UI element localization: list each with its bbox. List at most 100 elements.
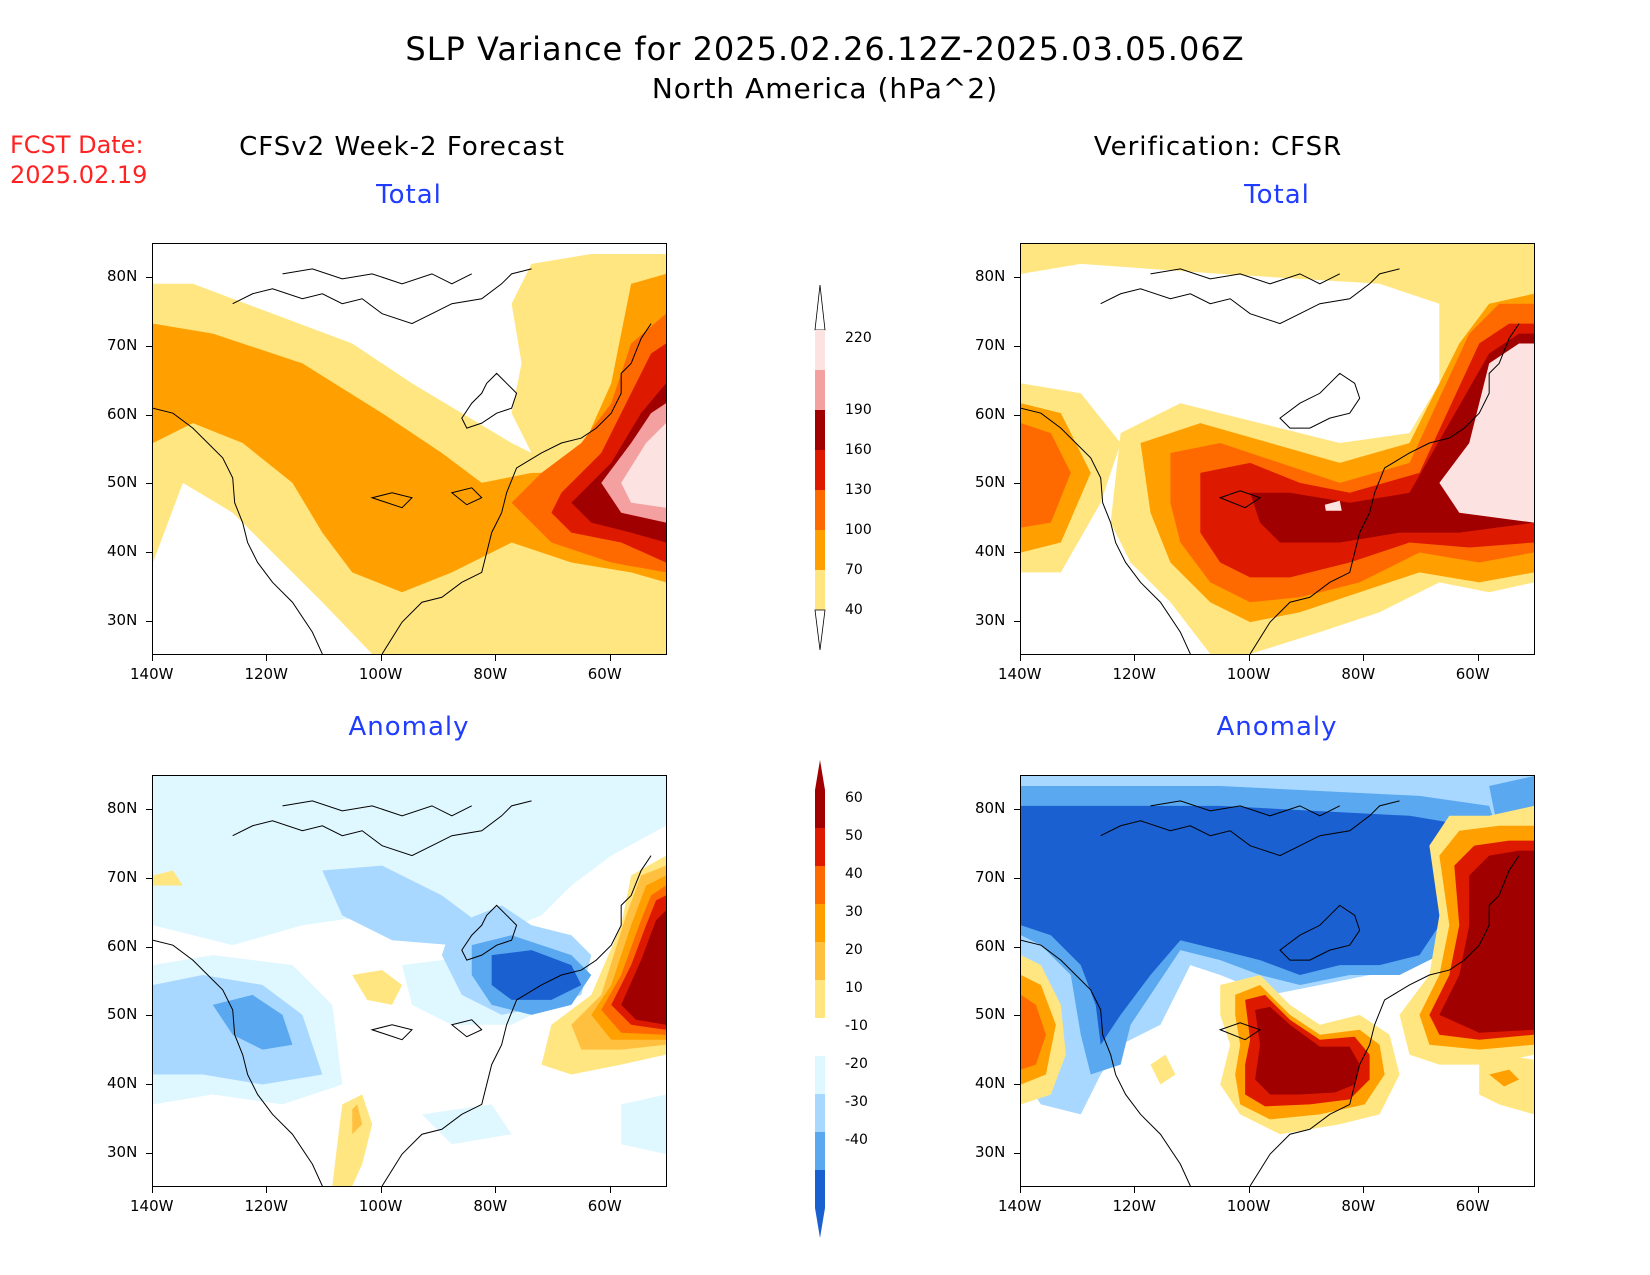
verification-total-lat-tick [1014,552,1020,553]
coastline [153,800,652,1186]
anomaly-shading [153,776,666,1186]
verification-total-lon-label: 60W [1455,665,1490,683]
anomaly-colorbar-label: -30 [845,1094,868,1110]
anomaly-colorbar-label: -20 [845,1056,868,1072]
total-colorbar-label: 220 [845,330,872,346]
forecast-anomaly-lon-tick [609,1187,611,1193]
forecast-anomaly-lon-label: 80W [473,1197,508,1215]
total-colorbar-segment [815,570,825,610]
anomaly-colorbar-label: 10 [845,980,863,996]
verification-total-map [1020,243,1535,655]
forecast-anomaly-lon-tick [495,1187,497,1193]
anomaly-colorbar-segment [815,904,825,942]
verification-total-lat-label: 80N [975,267,1006,286]
total-colorbar-label: 40 [845,602,863,618]
verification-total-lat-label: 70N [975,336,1006,354]
forecast-anomaly-lon-label: 60W [587,1197,622,1215]
forecast-total-lon-tick [266,655,268,661]
total-colorbar-segment [815,370,825,410]
forecast-anomaly-lat-label: 60N [107,936,138,955]
verification-anomaly-lon-label: 60W [1455,1197,1490,1215]
total-colorbar-segment [815,330,825,370]
forecast-anomaly-title: Anomaly [348,712,470,742]
total-colorbar-segment [815,530,825,570]
anomaly-colorbar-label: 50 [845,828,863,844]
verification-total-lon-tick [1363,655,1365,661]
forecast-column-title: CFSv2 Week-2 Forecast [239,132,565,162]
variance-shading [1021,244,1534,654]
verification-total-lat-tick [1014,483,1020,485]
forecast-total-lat-label: 50N [107,473,138,492]
forecast-total-lon-tick [380,655,382,661]
forecast-anomaly-lat-tick [146,809,152,811]
verification-column-title: Verification: CFSR [1093,132,1343,162]
forecast-total-lat-label: 30N [107,610,138,629]
forecast-total-lat-tick [146,346,152,347]
forecast-total-lat-tick [146,483,152,485]
total-colorbar-graphic [814,284,826,651]
verification-total-lat-label: 40N [975,542,1006,560]
verification-anomaly-map [1020,775,1535,1187]
verification-anomaly-lon-label: 140W [998,1197,1042,1215]
anomaly-colorbar-bottom-arrow [815,1208,825,1238]
verification-anomaly-lon-tick [1363,1187,1365,1193]
verification-anomaly-lat-tick [1014,878,1020,879]
total-colorbar-label: 70 [845,562,863,578]
anomaly-colorbar-label: 30 [845,904,863,920]
forecast-anomaly-lat-tick [146,1084,152,1085]
anomaly-colorbar-segment [815,828,825,866]
anomaly-colorbar-segment [815,790,825,828]
total-colorbar-segment [815,410,825,450]
verification-total-lon-label: 140W [998,665,1042,683]
verification-anomaly-lat-tick [1014,946,1020,948]
verification-anomaly-title: Anomaly [1216,712,1338,742]
total-colorbar-top-arrow [814,284,826,331]
anomaly-colorbar-segment [815,980,825,1018]
forecast-anomaly-lat-tick [146,1015,152,1017]
verification-anomaly-lat-label: 70N [975,868,1006,886]
verification-total-lat-tick [1014,277,1020,279]
total-colorbar [805,284,835,651]
verification-total-lon-label: 100W [1226,665,1271,683]
anomaly-colorbar-label: 60 [845,790,863,806]
verification-anomaly-lat-label: 60N [975,936,1006,955]
coastline [1021,268,1520,654]
forecast-anomaly-lat-tick [146,878,152,879]
forecast-anomaly-lat-label: 30N [107,1142,138,1161]
forecast-anomaly-lon-label: 100W [358,1197,403,1215]
verification-anomaly-lat-tick [1014,1084,1020,1085]
verification-anomaly-lat-label: 40N [975,1074,1006,1092]
forecast-anomaly-lon-tick [266,1187,268,1193]
forecast-total-lat-label: 40N [107,542,138,560]
verification-total-lon-tick [1477,655,1479,661]
total-colorbar-segment [815,450,825,490]
verification-total-lat-tick [1014,414,1020,416]
verification-anomaly-lat-tick [1014,1015,1020,1017]
total-colorbar-label: 100 [845,522,872,538]
total-colorbar-label: 160 [845,442,872,458]
anomaly-colorbar-segment [815,1056,825,1094]
verification-total-lon-tick [1248,655,1250,661]
verification-anomaly-lat-label: 50N [975,1005,1006,1024]
forecast-anomaly-lat-tick [146,1152,152,1154]
forecast-total-lat-tick [146,552,152,553]
total-colorbar-segment [815,490,825,530]
verification-anomaly-lat-tick [1014,1152,1020,1154]
anomaly-colorbar-top-arrow [815,760,825,790]
forecast-total-lon-tick [609,655,611,661]
forecast-anomaly-lat-label: 50N [107,1005,138,1024]
anomaly-colorbar-segment [815,1094,825,1132]
forecast-total-title: Total [376,180,442,210]
forecast-total-lon-label: 80W [473,665,508,683]
verification-anomaly-lat-tick [1014,809,1020,811]
anomaly-colorbar-label: 20 [845,942,863,958]
verification-total-lat-label: 50N [975,473,1006,492]
total-colorbar-label: 190 [845,402,872,418]
verification-total-lat-tick [1014,620,1020,622]
anomaly-colorbar-segment [815,866,825,904]
forecast-anomaly-lat-tick [146,946,152,948]
figure-subtitle: North America (hPa^2) [651,72,999,105]
forecast-total-lat-tick [146,277,152,279]
verification-anomaly-lon-label: 80W [1341,1197,1376,1215]
forecast-anomaly-lat-label: 70N [107,868,138,886]
